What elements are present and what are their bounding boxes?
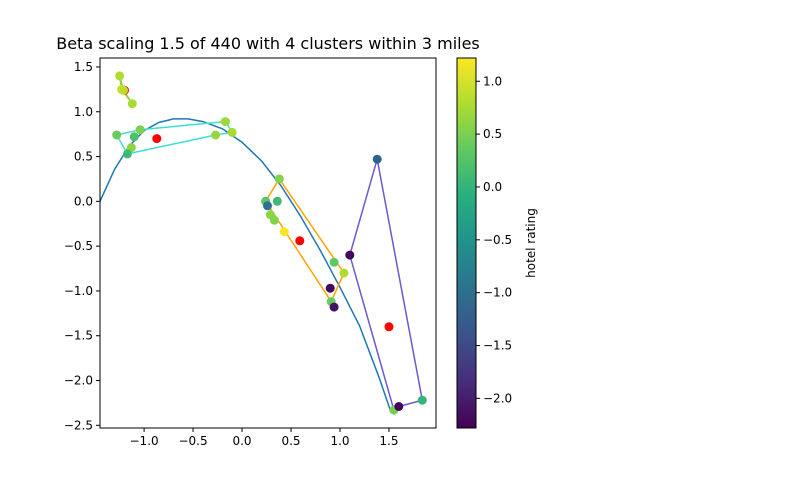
x-tick-label: 0.0 [232, 434, 251, 448]
colorbar-tick-label: −1.5 [483, 339, 512, 353]
data-point-3 [119, 85, 128, 95]
y-tick-label: 1.0 [74, 105, 93, 119]
x-tick-label: −0.5 [178, 434, 207, 448]
y-tick-label: 0.5 [74, 150, 93, 164]
centroid-point-2 [152, 134, 162, 144]
data-point-6 [129, 132, 139, 142]
y-tick-label: −0.5 [64, 239, 93, 253]
fit-curve [100, 118, 392, 413]
data-point-5 [112, 130, 122, 140]
data-point-15 [272, 196, 282, 206]
y-tick-label: −1.5 [64, 329, 93, 343]
x-axis: −1.0 −0.5 0.0 0.5 1.0 1.5 [130, 428, 399, 448]
x-tick-label: −1.0 [130, 434, 159, 448]
colorbar-tick-label: −0.5 [483, 233, 512, 247]
data-point-18 [269, 215, 279, 225]
data-point-29 [417, 395, 427, 405]
y-axis: 1.5 1.0 0.5 0.0 −0.5 −1.0 −1.5 −2.0 −2.5 [64, 60, 100, 432]
data-point-7 [135, 125, 145, 135]
data-point-19 [279, 227, 289, 237]
colorbar-tick-label: 1.0 [483, 74, 502, 88]
centroid-point-3 [295, 236, 305, 246]
data-point-26 [372, 154, 382, 164]
data-point-25 [345, 250, 355, 260]
data-point-4 [127, 99, 137, 109]
colorbar: 1.0 0.5 0.0 −0.5 −1.0 −1.5 −2.0 hotel rating [456, 57, 538, 429]
colorbar-tick-label: −1.0 [483, 286, 512, 300]
y-tick-label: −2.5 [64, 418, 93, 432]
colorbar-ticks: 1.0 0.5 0.0 −0.5 −1.0 −1.5 −2.0 [476, 74, 512, 405]
data-point-9 [122, 149, 132, 159]
x-tick-label: 1.0 [330, 434, 349, 448]
colorbar-tick-label: −2.0 [483, 391, 512, 405]
data-point-16 [263, 201, 272, 211]
colorbar-label: hotel rating [524, 208, 538, 278]
x-tick-label: 0.5 [281, 434, 300, 448]
data-point-11 [220, 117, 230, 127]
plot-frame [99, 57, 437, 429]
data-point-22 [325, 283, 335, 293]
data-point-10 [211, 130, 221, 140]
data-point-1 [115, 71, 125, 81]
data-point-28 [394, 402, 404, 411]
y-tick-label: −2.0 [64, 374, 93, 388]
chart-title: Beta scaling 1.5 of 440 with 4 clusters … [56, 34, 480, 53]
x-tick-label: 1.5 [379, 434, 398, 448]
data-point-12 [227, 127, 237, 137]
centroid-point-4 [384, 322, 394, 332]
y-tick-label: −1.0 [64, 284, 93, 298]
data-point-24 [329, 302, 339, 312]
plot-area [100, 71, 427, 415]
data-point-13 [274, 174, 284, 184]
colorbar-gradient [456, 57, 477, 429]
cluster-hull-4 [349, 158, 424, 412]
colorbar-tick-label: 0.0 [483, 180, 502, 194]
data-point-20 [329, 257, 339, 267]
y-tick-label: 1.5 [74, 60, 93, 74]
data-point-21 [339, 268, 349, 278]
colorbar-tick-label: 0.5 [483, 127, 502, 141]
y-tick-label: 0.0 [74, 194, 93, 208]
